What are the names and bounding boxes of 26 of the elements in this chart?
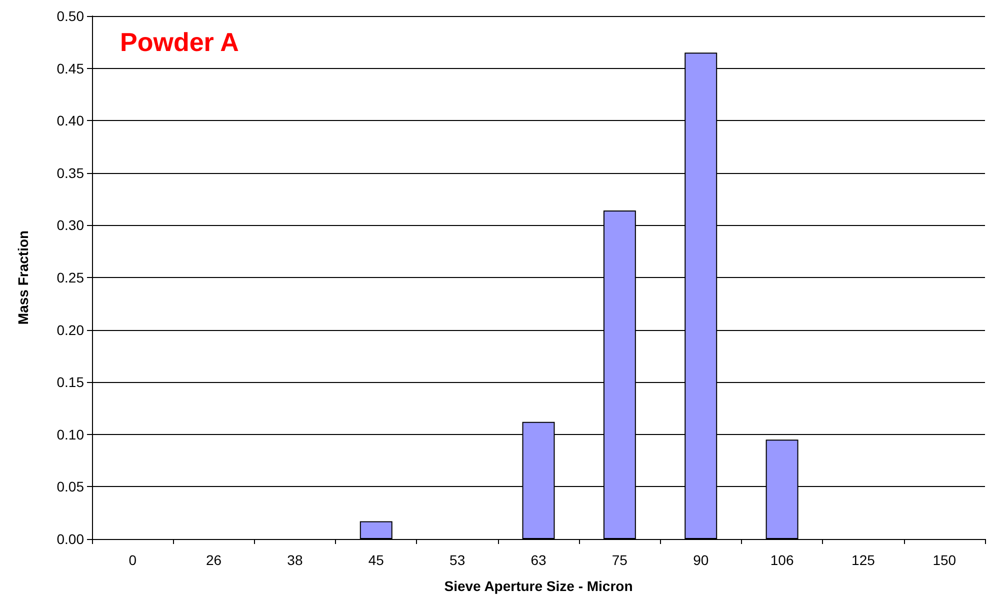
x-tick-label: 75: [612, 552, 628, 568]
x-tick-label: 90: [693, 552, 709, 568]
x-tick-label: 63: [530, 552, 546, 568]
x-tick-label: 106: [770, 552, 794, 568]
y-tick-label: 0.40: [56, 112, 84, 129]
x-tick-label: 0: [128, 552, 137, 568]
y-axis-title: Mass Fraction: [15, 230, 31, 325]
y-tick-label: 0.10: [56, 426, 84, 442]
x-axis-title: Sieve Aperture Size - Micron: [444, 578, 633, 594]
y-tick-label: 0.25: [56, 270, 84, 286]
chart-title: Powder A: [120, 27, 240, 57]
bar: [360, 521, 392, 539]
x-tick-label: 26: [206, 552, 222, 568]
x-tick-label: 53: [450, 552, 466, 568]
x-tick-label: 150: [932, 552, 956, 568]
y-tick-label: 0.00: [56, 531, 84, 547]
y-tick-label: 0.50: [56, 8, 84, 24]
x-tick-label: 45: [368, 552, 384, 568]
x-tick-label: 125: [852, 552, 876, 568]
y-tick-label: 0.45: [56, 60, 84, 76]
y-tick-label: 0.30: [56, 217, 84, 234]
y-tick-label: 0.35: [56, 164, 84, 181]
y-tick-label: 0.20: [56, 322, 84, 338]
y-tick-label: 0.05: [56, 478, 84, 495]
y-tick-label: 0.15: [56, 374, 84, 390]
x-tick-label: 38: [287, 552, 303, 568]
